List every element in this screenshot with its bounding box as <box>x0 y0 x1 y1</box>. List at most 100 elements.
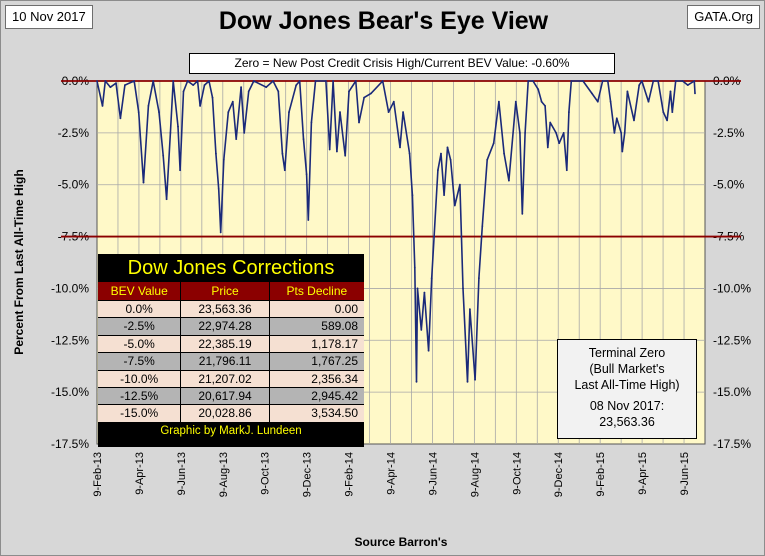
data-point <box>142 181 145 184</box>
data-point <box>363 96 365 99</box>
data-point <box>596 100 599 103</box>
data-point <box>565 169 568 172</box>
data-point <box>540 100 543 103</box>
data-point <box>402 111 404 113</box>
data-point <box>527 80 530 82</box>
x-tick-label: 9-Oct-14 <box>511 452 523 495</box>
data-point <box>582 80 584 82</box>
terminal-zero-line2: (Bull Market's <box>589 362 665 376</box>
data-point <box>124 84 126 86</box>
data-point <box>192 84 195 86</box>
data-point <box>570 80 573 82</box>
x-tick-label: 9-Feb-15 <box>595 452 607 497</box>
data-point <box>133 80 136 82</box>
data-point <box>277 90 280 93</box>
data-point <box>621 150 624 153</box>
x-axis-title: Source Barron's <box>354 535 448 549</box>
x-tick-label: 9-Jun-14 <box>427 452 439 495</box>
data-point <box>498 100 500 103</box>
x-tick-label: 9-Apr-15 <box>637 452 649 495</box>
pts-decline-cell: 2,945.42 <box>311 388 358 403</box>
data-point <box>521 212 524 215</box>
data-point <box>298 80 301 82</box>
data-point <box>615 117 618 120</box>
table-row: -2.5% 22,974.28 589.08 <box>98 317 364 335</box>
data-point <box>492 142 495 145</box>
data-point <box>606 80 609 82</box>
y-axis-title: Percent From Last All-Time High <box>12 169 26 354</box>
data-point <box>243 132 246 134</box>
data-point <box>186 80 189 82</box>
data-point <box>620 132 623 134</box>
data-point <box>416 287 419 290</box>
data-point <box>558 142 561 145</box>
data-point <box>358 121 360 124</box>
x-tick-label: 9-Aug-14 <box>469 452 481 497</box>
price-cell: 22,974.28 <box>181 318 270 335</box>
data-point <box>354 80 357 82</box>
data-point <box>546 146 549 149</box>
data-point <box>466 380 469 383</box>
price-cell: 22,385.19 <box>181 335 270 353</box>
site-label: GATA.Org <box>687 5 760 29</box>
data-point <box>179 169 182 172</box>
pts-decline-cell: 1,178.17 <box>311 336 358 351</box>
data-point <box>307 219 310 221</box>
data-point <box>459 183 461 186</box>
data-point <box>524 132 526 134</box>
column-header-price: Price <box>180 282 268 300</box>
x-tick-label: 9-Apr-13 <box>134 452 146 495</box>
data-point <box>325 80 327 82</box>
table-row: -15.0% 20,028.86 3,534.50 <box>98 404 364 422</box>
data-point <box>169 132 172 134</box>
data-point <box>430 277 433 279</box>
data-point <box>462 287 464 290</box>
data-point <box>669 90 672 93</box>
data-point <box>305 173 308 176</box>
pts-decline-cell: 2,356.34 <box>311 371 358 386</box>
data-point <box>427 349 430 352</box>
data-point <box>657 80 659 82</box>
data-point <box>478 277 480 279</box>
y-tick-label-right: -17.5% <box>713 437 751 451</box>
table-row: 0.0% 23,563.36 0.00 <box>98 300 364 318</box>
data-point <box>265 86 268 89</box>
data-point <box>235 138 238 141</box>
pts-decline-cell: 1,767.25 <box>311 354 358 369</box>
data-point <box>165 198 168 201</box>
price-cell: 20,617.94 <box>181 387 270 405</box>
data-point <box>609 100 612 103</box>
data-point <box>449 158 452 161</box>
data-point <box>177 125 179 128</box>
data-point <box>302 138 305 141</box>
terminal-zero-line1: Terminal Zero <box>588 346 666 360</box>
data-point <box>219 231 222 234</box>
data-point <box>693 80 696 82</box>
data-point <box>281 152 284 155</box>
data-point <box>503 152 505 155</box>
bev-value-cell: -12.5% <box>98 387 182 405</box>
terminal-zero-date: 08 Nov 2017: <box>589 399 665 413</box>
y-tick-label-left: -15.0% <box>51 385 89 399</box>
data-point <box>215 152 217 155</box>
data-point <box>247 90 250 93</box>
data-point <box>227 111 230 113</box>
data-point <box>641 80 643 82</box>
corrections-table: Dow Jones Corrections BEV Value Price Pt… <box>98 254 364 447</box>
table-row: -12.5% 20,617.94 2,945.42 <box>98 386 364 405</box>
x-tick-label: 9-Aug-13 <box>218 452 230 497</box>
x-tick-label: 9-Jun-15 <box>679 452 691 495</box>
table-row: -5.0% 22,385.19 1,178.17 <box>98 334 364 353</box>
data-point <box>440 152 442 155</box>
data-point <box>96 80 98 82</box>
column-header-pts-decline: Pts Decline <box>268 282 364 300</box>
x-tick-label: 9-Oct-13 <box>260 452 272 495</box>
corrections-table-credit: Graphic by MarkJ. Lundeen <box>98 421 364 439</box>
data-point <box>119 117 122 120</box>
y-tick-label-right: -10.0% <box>713 281 751 295</box>
data-point <box>549 121 552 124</box>
bev-annotation: Zero = New Post Credit Crisis High/Curre… <box>189 53 615 74</box>
price-cell: 21,796.11 <box>181 353 270 370</box>
data-point <box>182 90 185 93</box>
data-point <box>211 96 214 99</box>
